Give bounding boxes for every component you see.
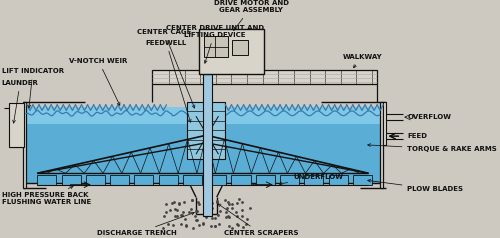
Text: CENTER CAGE: CENTER CAGE (137, 30, 195, 108)
Bar (152, 70, 377, 84)
Bar (304, 175, 324, 185)
Bar (62, 175, 80, 185)
Text: UNDERFLOW: UNDERFLOW (280, 174, 343, 185)
Bar (110, 175, 129, 185)
Bar (38, 175, 56, 185)
Bar (204, 36, 228, 57)
Bar (380, 102, 383, 188)
Bar (353, 175, 372, 185)
Bar (188, 102, 226, 159)
Bar (383, 102, 386, 145)
Text: FEED: FEED (408, 133, 428, 139)
Bar (280, 175, 299, 185)
Text: V-NOTCH WEIR: V-NOTCH WEIR (70, 58, 128, 105)
Text: HIGH PRESSURE BACK
FLUSHING WATER LINE: HIGH PRESSURE BACK FLUSHING WATER LINE (2, 186, 91, 205)
Bar (232, 175, 250, 185)
Text: DISCHARGE TRENCH: DISCHARGE TRENCH (97, 212, 194, 236)
Bar (256, 175, 275, 185)
Bar (158, 175, 178, 185)
Text: LIFT INDICATOR: LIFT INDICATOR (2, 69, 64, 108)
Text: CENTER DRIVE UNIT AND
LIFTING DEVICE: CENTER DRIVE UNIT AND LIFTING DEVICE (166, 25, 264, 63)
Bar (24, 107, 382, 183)
Bar (8, 103, 24, 147)
Text: PLOW BLADES: PLOW BLADES (368, 179, 464, 193)
Bar (22, 102, 26, 188)
Bar (200, 29, 264, 74)
Bar (86, 175, 105, 185)
Bar (207, 175, 227, 185)
Bar (328, 175, 347, 185)
Bar (183, 175, 202, 185)
Text: OVERFLOW: OVERFLOW (408, 114, 452, 120)
Text: DRIVE MOTOR AND
GEAR ASSEMBLY: DRIVE MOTOR AND GEAR ASSEMBLY (214, 0, 289, 30)
Text: FEEDWELL: FEEDWELL (146, 40, 191, 122)
Text: TORQUE & RAKE ARMS: TORQUE & RAKE ARMS (368, 144, 497, 153)
Text: CENTER SCRAPERS: CENTER SCRAPERS (218, 204, 298, 236)
Text: LAUNDER: LAUNDER (2, 80, 38, 123)
Text: WALKWAY: WALKWAY (342, 54, 382, 68)
Bar (203, 74, 211, 216)
Bar (232, 40, 248, 55)
Bar (24, 107, 382, 124)
Bar (134, 175, 154, 185)
